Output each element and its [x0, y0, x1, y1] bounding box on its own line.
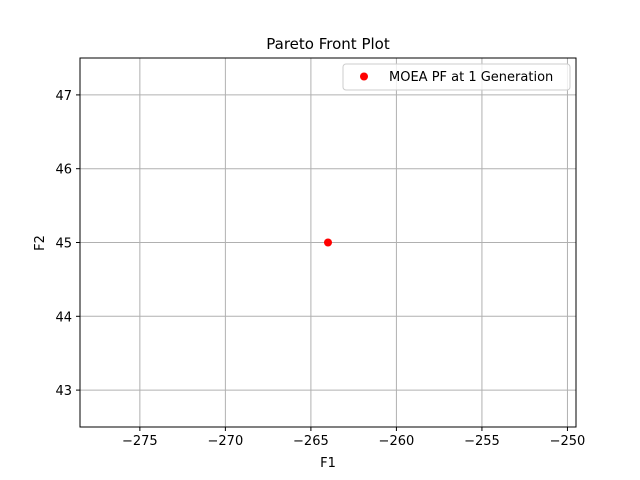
y-tick-label: 47	[55, 89, 72, 104]
y-tick-label: 45	[55, 237, 72, 252]
legend-entry-label: MOEA PF at 1 Generation	[389, 70, 553, 85]
data-point	[324, 238, 332, 247]
x-tick-label: −250	[550, 434, 586, 449]
x-tick-label: −260	[379, 434, 415, 449]
x-tick-label: −265	[293, 434, 329, 449]
chart-title: Pareto Front Plot	[266, 35, 390, 53]
y-axis-label: F2	[33, 235, 48, 251]
plot-area-frame	[79, 57, 577, 428]
y-tick-label: 44	[55, 310, 72, 325]
x-tick-label: −255	[464, 434, 500, 449]
y-tick-label: 46	[55, 163, 72, 178]
legend: MOEA PF at 1 Generation	[342, 63, 571, 91]
y-tick-label: 43	[55, 384, 72, 399]
legend-marker	[360, 72, 368, 81]
axis-ticks: −275 −270 −265 −260 −255 −250 43 44 45 46 47	[55, 89, 585, 449]
x-axis-label: F1	[320, 456, 336, 471]
data-points	[324, 238, 332, 247]
x-tick-label: −270	[208, 434, 244, 449]
x-tick-label: −275	[122, 434, 158, 449]
legend-box	[342, 63, 571, 91]
